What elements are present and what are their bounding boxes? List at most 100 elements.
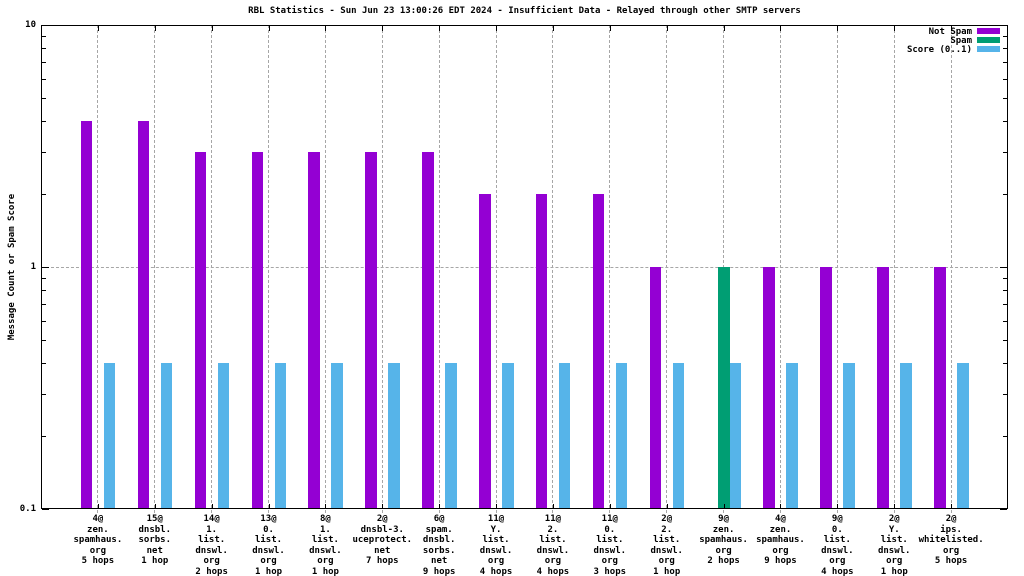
bar-score-0-1-	[843, 363, 855, 509]
x-tick-top	[382, 26, 384, 31]
gridline-vertical	[154, 25, 156, 513]
y-tick	[42, 393, 46, 395]
x-category-label-line: net	[146, 545, 163, 556]
x-category-label-line: org	[715, 545, 732, 556]
x-category-label-line: Y.	[490, 524, 502, 535]
y-tick	[42, 304, 46, 306]
x-category-label-line: 1 hop	[311, 566, 339, 576]
gridline-vertical	[552, 25, 554, 513]
x-category-label-line: list.	[539, 535, 567, 545]
x-tick-bottom	[211, 504, 213, 509]
x-tick-top	[780, 26, 782, 31]
x-tick-top	[951, 26, 953, 31]
x-category-label: 14@ 1. list. dnswl. org 2 hops	[156, 514, 268, 576]
y-tick	[42, 436, 46, 438]
x-category-label-line: org	[886, 556, 903, 566]
x-tick-top	[439, 26, 441, 31]
y-tick	[1003, 339, 1007, 341]
x-category-label-line: dnswl.	[593, 545, 627, 556]
bar-score-0-1-	[558, 363, 571, 509]
x-category-label-line: 9 hops	[764, 556, 797, 566]
bar-score-0-1-	[274, 363, 287, 509]
x-tick-top	[496, 26, 498, 31]
x-category-label-line: dnswl.	[877, 545, 911, 556]
x-category-label-line: dnswl.	[252, 545, 285, 556]
x-category-label: 2@ ips. whitelisted. org 5 hops	[895, 514, 1007, 567]
x-tick-bottom	[609, 504, 611, 509]
gridline-vertical	[666, 25, 668, 513]
y-tick	[42, 194, 46, 196]
bar-not-spam	[479, 194, 491, 509]
x-category-label-line: org	[317, 556, 334, 566]
bar-score-0-1-	[900, 363, 912, 509]
x-category-label-line: spamhaus.	[73, 535, 123, 545]
gridline-y1	[41, 266, 1008, 268]
y-tick-label: 10	[25, 20, 36, 30]
x-tick-top	[154, 26, 156, 31]
x-category-label-line: list.	[823, 535, 851, 545]
x-category-label-line: 2.	[547, 524, 559, 535]
y-tick	[42, 363, 46, 365]
y-tick	[1003, 304, 1007, 306]
x-category-label-line: dnswl.	[309, 545, 342, 556]
y-tick	[1003, 320, 1007, 322]
bar-not-spam	[422, 151, 434, 509]
x-tick-top	[837, 26, 839, 31]
y-tick	[1003, 48, 1007, 50]
gridline-vertical	[779, 25, 781, 513]
x-category-label: 2@ Y. list. dnswl. org 1 hop	[838, 514, 950, 576]
x-tick-bottom	[837, 504, 839, 509]
bar-score-0-1-	[103, 363, 116, 509]
x-tick-top	[894, 26, 896, 31]
y-tick	[1003, 290, 1007, 292]
x-category-label-line: dnswl.	[536, 545, 570, 556]
x-category-label-line: list.	[880, 535, 908, 545]
x-category-label-line: 11@	[487, 514, 505, 524]
bar-score-0-1-	[672, 363, 685, 509]
y-tick	[1003, 36, 1007, 38]
x-category-label-line: 4 hops	[479, 566, 513, 576]
x-category-label-line: org	[601, 556, 618, 566]
x-category-label-line: 1 hop	[141, 556, 169, 566]
bar-score-0-1-	[331, 363, 343, 509]
x-category-label-line: spamhaus.	[699, 535, 748, 545]
x-category-label: 4@ zen. spamhaus. org 9 hops	[724, 514, 836, 567]
x-category-label-line: 4 hops	[821, 566, 854, 576]
x-category-label-line: dnsbl.	[422, 535, 456, 545]
x-category-label-line: list.	[653, 535, 681, 545]
legend-label: Spam	[950, 36, 972, 46]
y-tick	[1000, 267, 1007, 268]
y-tick	[42, 267, 49, 268]
legend-label: Not Spam	[928, 27, 972, 37]
x-category-label-line: 1.	[319, 524, 331, 535]
x-category-label-line: zen.	[712, 524, 735, 535]
x-category-label-line: 11@	[601, 514, 618, 524]
bar-not-spam	[80, 121, 93, 509]
x-category-label-line: 2.	[661, 524, 673, 535]
y-tick	[42, 36, 46, 38]
x-category-label-line: 2 hops	[195, 566, 228, 576]
bar-not-spam	[137, 121, 150, 509]
x-category-label: 15@ dnsbl. sorbs. net 1 hop	[99, 514, 211, 567]
x-category-label: 11@ 2. list. dnswl. org 4 hops	[497, 514, 609, 576]
bar-spam	[718, 267, 730, 509]
x-tick-bottom	[894, 504, 896, 509]
y-tick	[1000, 25, 1007, 26]
x-category-label-line: 3 hops	[593, 566, 627, 576]
x-category-label-line: dnswl.	[821, 545, 854, 556]
x-category-label-line: org	[260, 556, 277, 566]
x-category-label-line: 4@	[775, 514, 786, 524]
x-category-label-line: 9@	[831, 514, 843, 524]
x-tick-bottom	[154, 504, 156, 509]
x-category-label-line: org	[544, 556, 562, 566]
x-tick-top	[609, 26, 611, 31]
x-category-label-line: 2@	[945, 514, 957, 524]
y-tick-label: 1	[30, 262, 36, 272]
bar-score-0-1-	[615, 363, 628, 509]
bar-not-spam	[365, 151, 377, 509]
chart-title: RBL Statistics - Sun Jun 23 13:00:26 EDT…	[248, 6, 801, 16]
x-category-label-line: 9@	[718, 514, 729, 524]
y-tick	[42, 48, 46, 50]
x-category-label-line: org	[658, 556, 675, 566]
